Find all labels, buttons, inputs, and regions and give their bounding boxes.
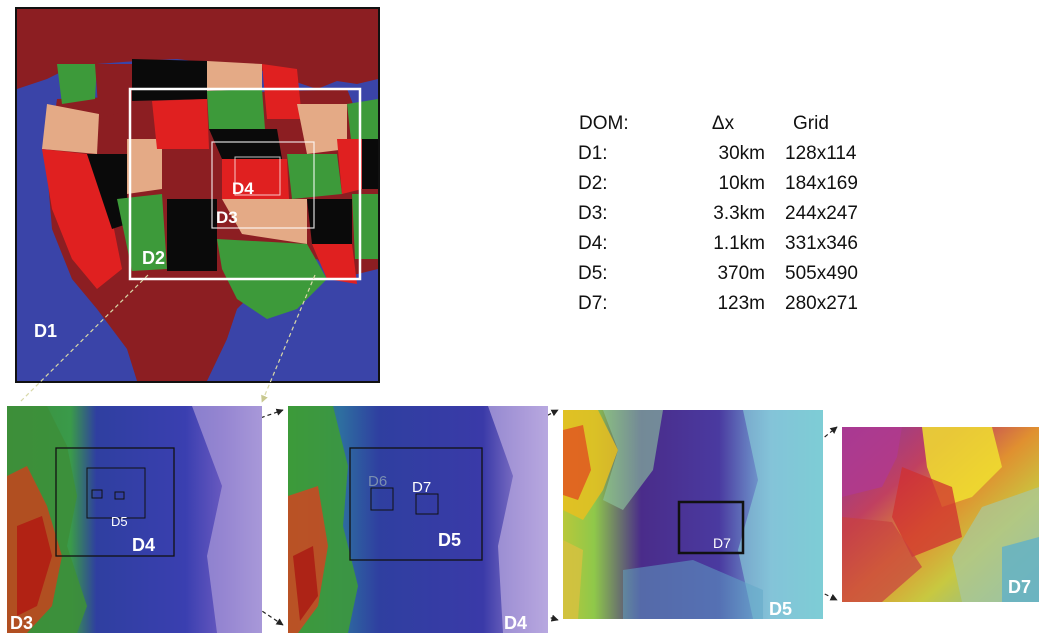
label-d1: D1 xyxy=(34,321,57,341)
header-grid: Grid xyxy=(793,113,829,134)
us-map-svg: D4 D3 D2 D1 xyxy=(17,9,378,381)
label-corner-d3: D3 xyxy=(10,613,33,633)
label-corner-d7: D7 xyxy=(1008,577,1031,597)
state-mt xyxy=(132,59,207,101)
panel-d5: D7 D5 xyxy=(563,410,823,619)
cell-dom: D7: xyxy=(578,292,608,314)
state-nm xyxy=(167,199,217,271)
state-mi xyxy=(347,99,378,149)
table-row: D4: 1.1km 331x346 xyxy=(578,229,886,259)
label-inner-d5: D5 xyxy=(111,514,128,529)
cell-dx: 10km xyxy=(718,172,765,194)
panel-d7: D7 xyxy=(842,427,1039,602)
label-inner-d7: D7 xyxy=(713,535,731,551)
cell-dom: D1: xyxy=(578,142,608,164)
state-co xyxy=(162,149,222,194)
domain-d2-box xyxy=(128,87,362,281)
cell-dom: D3: xyxy=(578,202,608,224)
cell-dx: 30km xyxy=(718,142,765,164)
cell-grid: 280x271 xyxy=(785,292,858,314)
panel-d4: D6 D7 D5 D4 xyxy=(288,406,548,633)
state-sd xyxy=(207,89,265,129)
state-ms-al xyxy=(352,194,378,259)
header-dom: DOM: xyxy=(579,113,629,134)
label-inner-d6: D6 xyxy=(368,473,387,490)
cell-grid: 331x346 xyxy=(785,232,858,254)
state-mn xyxy=(262,64,302,119)
cell-dom: D2: xyxy=(578,172,608,194)
state-ut xyxy=(127,139,162,194)
terrain-d5: D7 D5 xyxy=(563,410,823,619)
header-dx: Δx xyxy=(711,113,735,134)
label-d4: D4 xyxy=(232,179,254,198)
table-row: D1: 30km 128x114 xyxy=(578,139,886,169)
panel-d3: D5 D4 D3 xyxy=(7,406,262,633)
inner-box-d6 xyxy=(370,487,394,511)
us-domain-map: D4 D3 D2 D1 xyxy=(15,7,380,383)
label-d3: D3 xyxy=(216,208,238,227)
cell-dx: 1.1km xyxy=(713,232,765,254)
inner-box-d5 xyxy=(86,467,146,519)
label-inner-d7: D7 xyxy=(412,479,431,496)
inner-box-d4 xyxy=(55,447,175,557)
label-inner-d5-big: D5 xyxy=(438,530,461,550)
domain-d4-box xyxy=(234,156,281,196)
inner-box-d7 xyxy=(415,493,439,515)
state-in xyxy=(362,139,378,189)
state-id xyxy=(95,64,132,119)
state-wy xyxy=(152,99,209,149)
state-ca xyxy=(42,149,122,289)
table-row: D7: 123m 280x271 xyxy=(578,289,886,319)
inner-box-d7 xyxy=(677,500,745,555)
cell-dx: 370m xyxy=(717,262,765,284)
cell-dom: D5: xyxy=(578,262,608,284)
cell-grid: 128x114 xyxy=(785,142,857,164)
label-corner-d5: D5 xyxy=(769,599,792,619)
state-or xyxy=(42,104,99,154)
state-ne xyxy=(209,129,282,159)
domain-d3-box xyxy=(211,141,315,229)
cell-grid: 505x490 xyxy=(785,262,858,284)
domain-table: DOM: Δx Grid D1: 30km 128x114 D2: 10km 1… xyxy=(578,112,886,319)
label-corner-d4: D4 xyxy=(504,613,527,633)
table-row: D2: 10km 184x169 xyxy=(578,169,886,199)
table-row: D5: 370m 505x490 xyxy=(578,259,886,289)
cell-dx: 3.3km xyxy=(713,202,765,224)
inner-box-d5 xyxy=(349,447,483,561)
label-d2: D2 xyxy=(142,248,165,268)
table-row: D3: 3.3km 244x247 xyxy=(578,199,886,229)
state-ok xyxy=(222,199,307,244)
cell-grid: 244x247 xyxy=(785,202,858,224)
cell-grid: 184x169 xyxy=(785,172,858,194)
table-header-row: DOM: Δx Grid xyxy=(578,112,886,139)
state-il xyxy=(337,139,362,194)
state-nv xyxy=(87,154,127,229)
label-inner-d4: D4 xyxy=(132,535,155,555)
state-ar xyxy=(307,199,352,244)
cell-dom: D4: xyxy=(578,232,608,254)
cell-dx: 123m xyxy=(717,292,765,314)
state-ks xyxy=(222,159,289,199)
state-nd xyxy=(207,61,262,91)
state-la xyxy=(312,244,357,284)
state-wa xyxy=(57,64,97,104)
terrain-d7: D7 xyxy=(842,427,1039,602)
terrain-d4: D6 D7 D5 D4 xyxy=(288,406,548,633)
terrain-d3: D5 D4 D3 xyxy=(7,406,262,633)
